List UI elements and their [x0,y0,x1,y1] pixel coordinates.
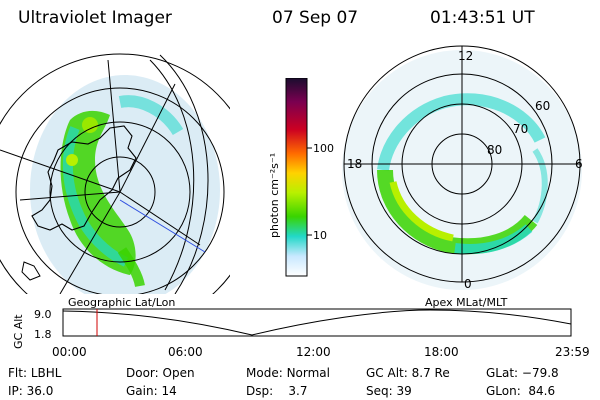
island-outline [21,261,41,281]
timeline-y-tick-max: 9.0 [34,308,52,321]
instrument-title: Ultraviolet Imager [18,8,172,28]
glon-field: GLon: 84.6 [486,384,556,398]
gc-alt-field: GC Alt: 8.7 Re [366,366,450,380]
ip-field: IP: 36.0 [8,384,54,398]
dsp-value: 3.7 [288,384,308,398]
seq-value: 39 [396,384,412,398]
longitude-meridians [0,59,201,294]
door-field: Door: Open [126,366,195,380]
mlt-label-12: 12 [458,49,473,63]
timeline-x-tick-1200: 12:00 [296,345,331,359]
gain-value: 14 [161,384,177,398]
latitude-circles [0,53,230,294]
filter-value: LBHL [30,366,62,380]
mlt-label-0: 0 [464,277,472,291]
gc-altitude-timeline: GC Alt 9.0 1.8 00:00 06:00 12:00 18:00 2… [12,308,590,359]
timeline-y-label: GC Alt [12,314,25,349]
timeline-x-tick-0000: 00:00 [52,345,87,359]
colorbar-unit-label: photon cm⁻²s⁻¹ [268,153,281,238]
left-panel-label: Geographic Lat/Lon [68,296,176,309]
colorbar: 100 10 photon cm⁻²s⁻¹ [250,77,350,292]
geographic-map-panel [0,53,230,294]
antarctica-coastline [31,125,137,231]
colorbar-tick-10: 10 [313,229,327,242]
colorbar-tick-100: 100 [313,142,334,155]
door-value: Open [162,366,195,380]
right-panel-label: Apex MLat/MLT [425,296,508,309]
gc-alt-value: 8.7 Re [411,366,450,380]
mode-field: Mode: Normal [246,366,330,380]
apex-polar-panel: 12 18 6 0 60 70 80 [342,45,583,291]
magnetic-meridian-line [119,199,206,253]
glon-value: 84.6 [528,384,556,398]
timeline-x-tick-2359: 23:59 [555,345,590,359]
timeline-x-tick-0600: 06:00 [168,345,203,359]
earth-limb [149,54,209,294]
dsp-field: Dsp: 3.7 [246,384,308,398]
auroral-oval [60,95,184,288]
seq-field: Seq: 39 [366,384,412,398]
mlt-label-18: 18 [347,157,362,171]
auroral-oval [377,93,548,255]
mlat-label-80: 80 [487,143,502,157]
date-label: 07 Sep 07 [272,8,359,28]
time-label: 01:43:51 UT [430,8,535,28]
colorbar-gradient [285,77,308,277]
mlat-label-60: 60 [535,99,550,113]
timeline-y-tick-min: 1.8 [34,328,52,341]
gain-field: Gain: 14 [126,384,177,398]
gc-altitude-curve [62,309,572,336]
mlat-label-70: 70 [513,122,528,136]
ip-value: 36.0 [26,384,54,398]
filter-field: Flt: LBHL [8,366,62,380]
glat-value: −79.8 [521,366,559,380]
mlt-axes [344,46,580,282]
mode-value: Normal [286,366,330,380]
glat-field: GLat: −79.8 [486,366,559,380]
mlt-label-6: 6 [575,157,583,171]
timeline-x-tick-1800: 18:00 [424,345,459,359]
timeline-frame [62,308,572,337]
